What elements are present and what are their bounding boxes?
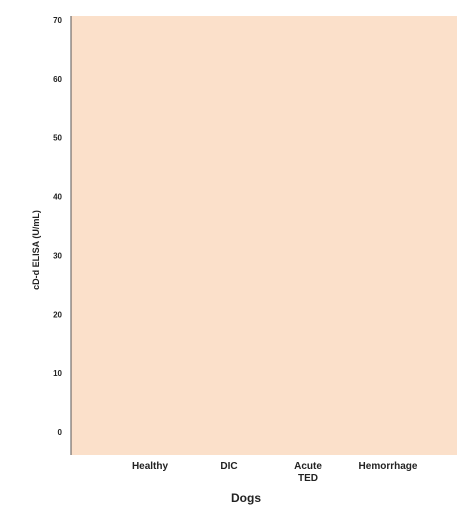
- plot-area: [71, 16, 457, 455]
- y-tick-label: 60: [53, 75, 62, 84]
- y-tick-label: 10: [53, 369, 62, 378]
- y-tick-label: 30: [53, 251, 62, 260]
- x-category-label: Healthy: [132, 461, 169, 472]
- y-axis-title: cD-d ELISA (U/mL): [31, 210, 41, 290]
- y-tick-label: 40: [53, 193, 62, 202]
- x-category-label: Hemorrhage: [359, 461, 418, 472]
- x-category-label: DIC: [220, 461, 237, 472]
- y-tick-label: 50: [53, 134, 62, 143]
- y-tick-label: 70: [53, 16, 62, 25]
- x-categories: Healthy DIC Acute TED Hemorrhage: [132, 461, 418, 484]
- y-ticks: 0 10 20 30 40 50 60 70: [53, 16, 62, 437]
- x-axis-title: Dogs: [231, 491, 261, 505]
- x-category-label: Acute TED: [294, 461, 322, 484]
- y-tick-label: 0: [58, 428, 63, 437]
- y-tick-label: 20: [53, 310, 62, 319]
